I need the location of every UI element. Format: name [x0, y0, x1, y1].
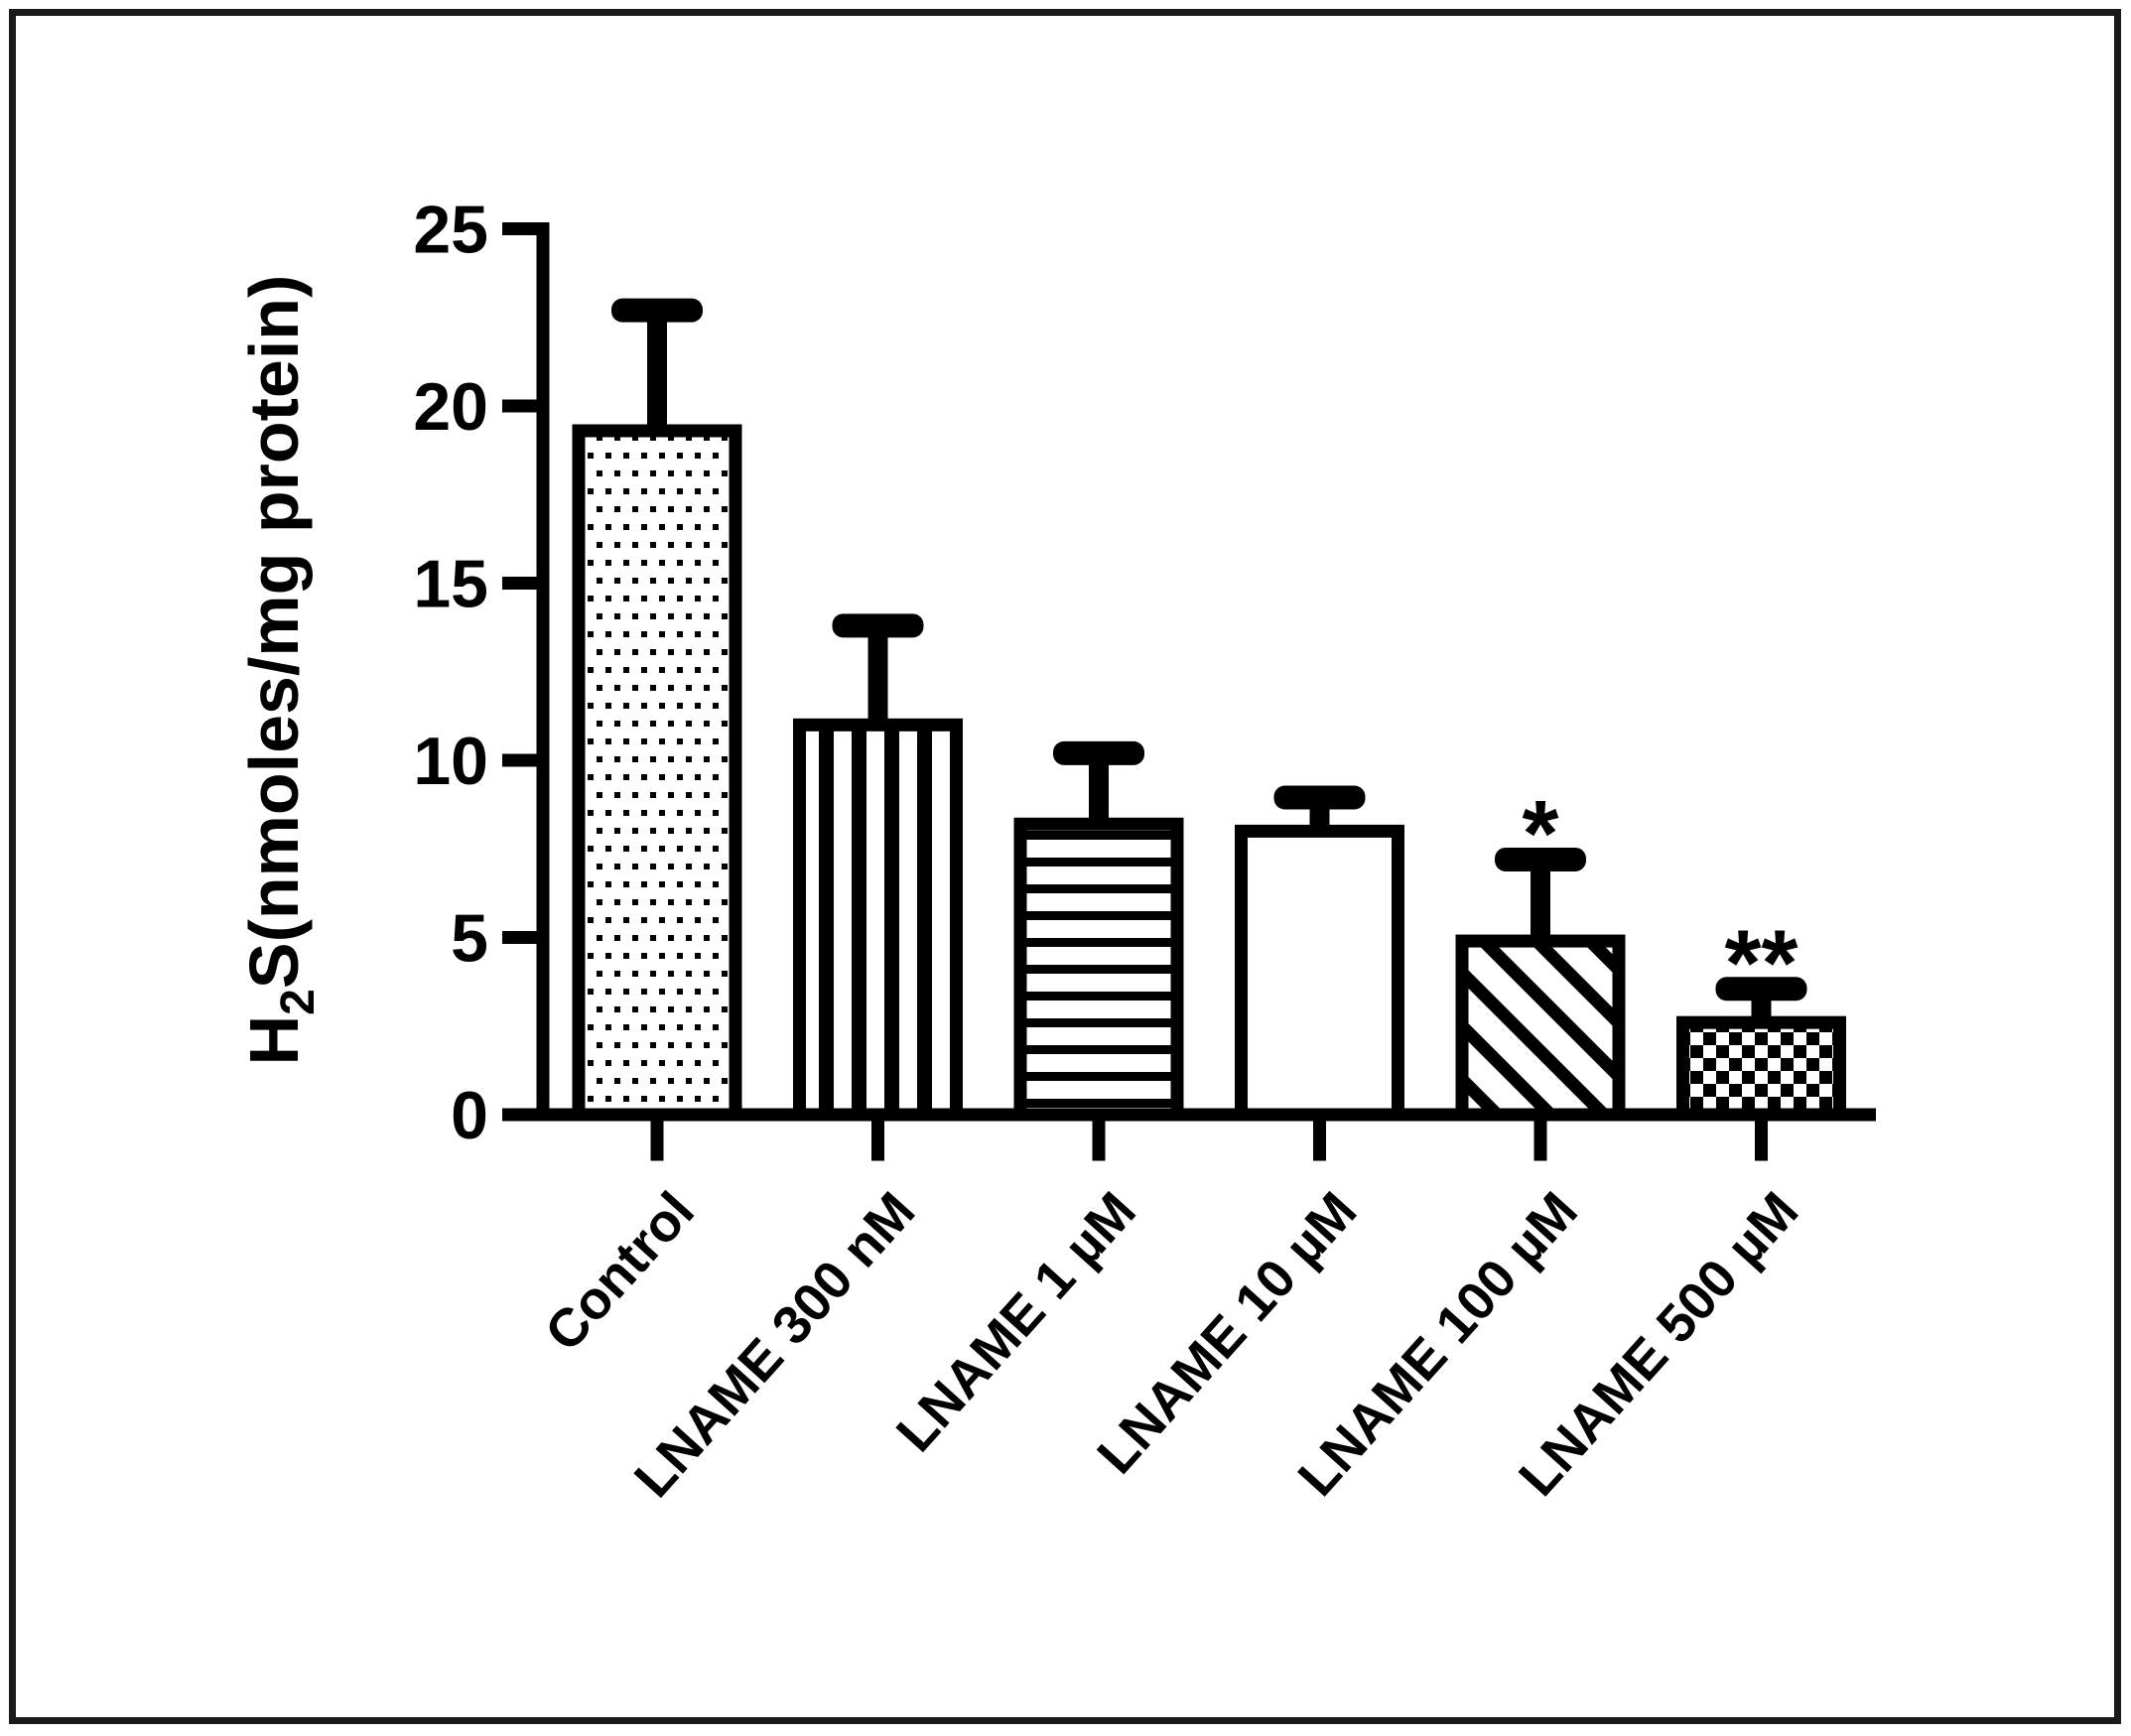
axes-layer	[502, 222, 1876, 1161]
error-bar-cap-lname-300-nm	[832, 613, 924, 638]
significance-annotation-double: **	[1725, 910, 1798, 1015]
bar-lname-100-m	[1455, 934, 1626, 1122]
error-bar-cap-lname-100-m	[1495, 847, 1586, 871]
y-tick-label-15: 15	[413, 547, 488, 622]
y-tick-label-25: 25	[413, 193, 488, 268]
bar-control	[572, 424, 742, 1122]
error-bar-cap-control	[611, 298, 703, 323]
y-axis-title: H2S(nmoles/mg protein)	[235, 275, 325, 1066]
y-tick-label-10: 10	[413, 724, 488, 799]
bar-lname-10-m	[1235, 824, 1404, 1122]
bar-lname-300-nm	[793, 718, 963, 1122]
error-bars-layer	[611, 298, 1807, 1033]
y-tick-label-5: 5	[451, 901, 488, 977]
bar-lname-500-m	[1676, 1015, 1846, 1122]
y-tick-label-0: 0	[451, 1078, 488, 1153]
y-tick-label-20: 20	[413, 369, 488, 445]
significance-annotation-single: *	[1523, 781, 1559, 886]
error-bar-cap-lname-500-m	[1715, 977, 1807, 1002]
error-bar-cap-lname-1-m	[1053, 740, 1144, 765]
error-bar-cap-lname-10-m	[1273, 785, 1366, 810]
bar-lname-1-m	[1013, 817, 1184, 1122]
